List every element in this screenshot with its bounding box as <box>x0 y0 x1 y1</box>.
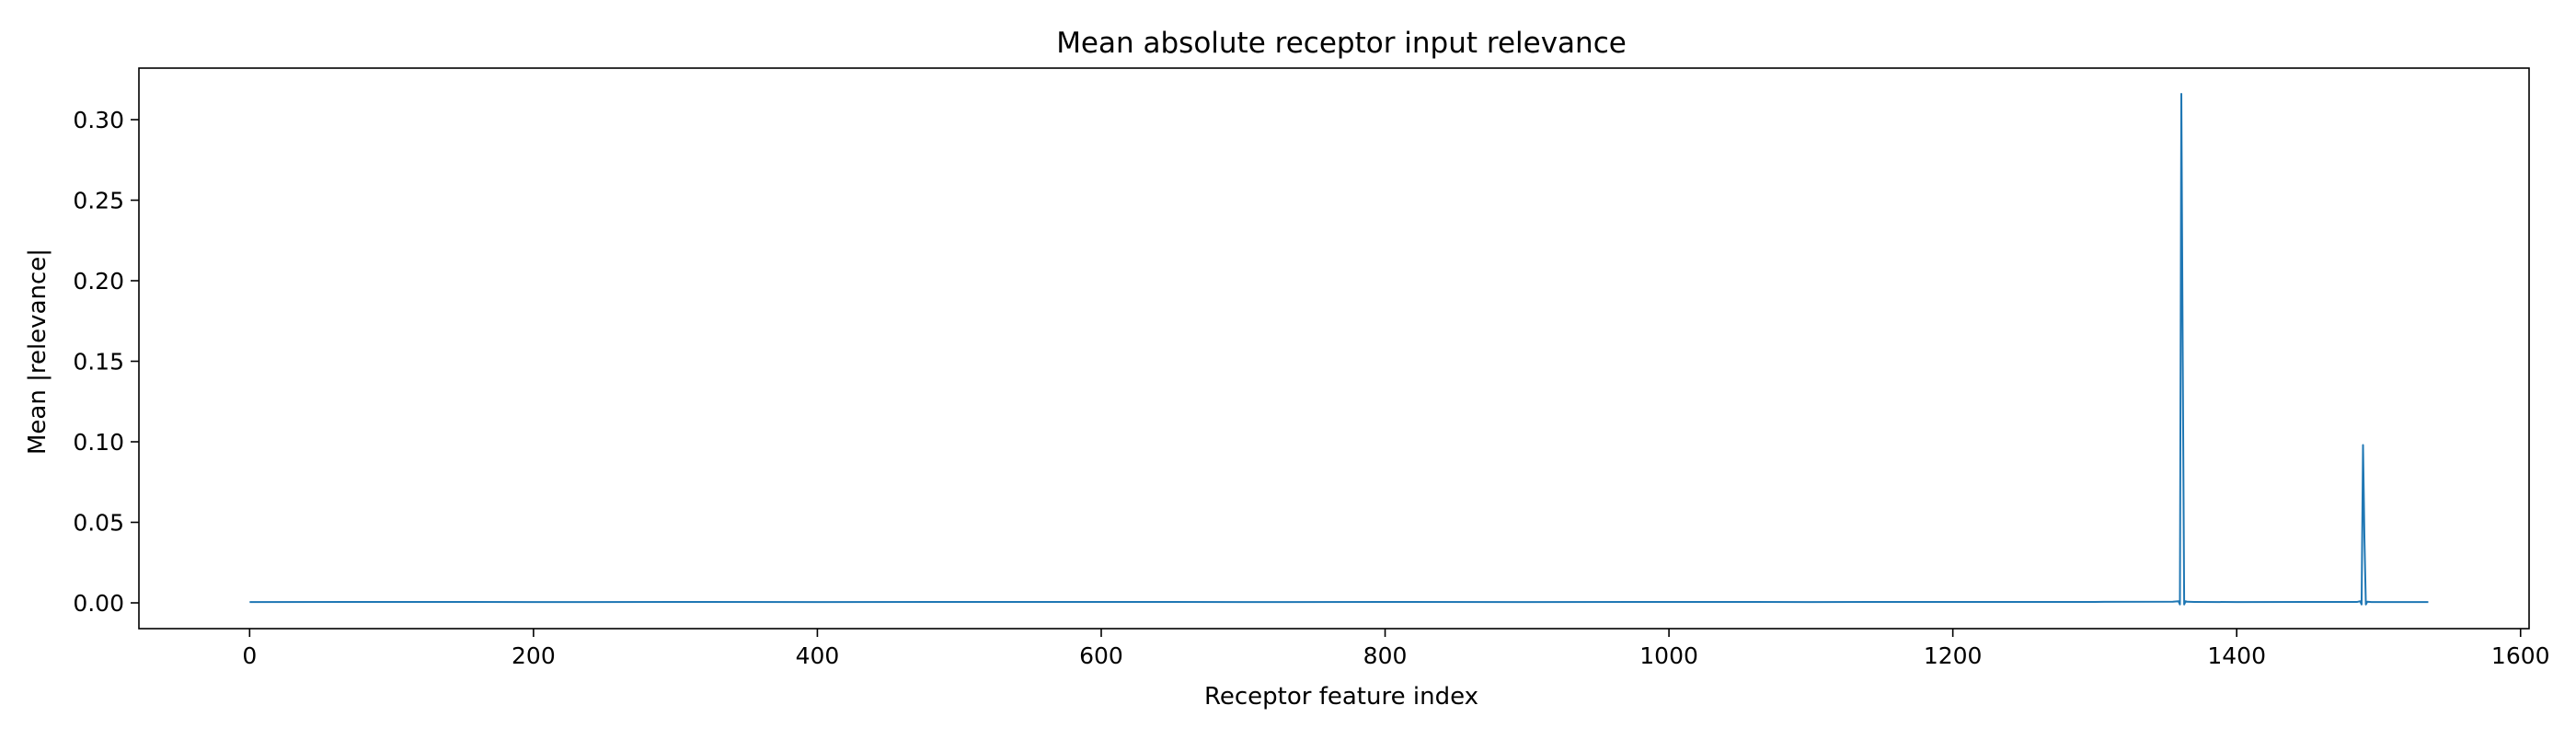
y-axis-label: Mean |relevance| <box>24 249 52 455</box>
x-tick-label: 1000 <box>1639 642 1698 669</box>
y-tick-label: 0.00 <box>73 590 124 617</box>
x-tick-label: 1600 <box>2491 642 2550 669</box>
x-tick-label: 400 <box>796 642 840 669</box>
y-tick-label: 0.15 <box>73 349 124 376</box>
chart-title: Mean absolute receptor input relevance <box>1056 27 1627 60</box>
x-tick-label: 800 <box>1363 642 1408 669</box>
y-tick-label: 0.20 <box>73 268 124 295</box>
x-tick-label: 1400 <box>2207 642 2266 669</box>
y-tick-label: 0.10 <box>73 429 124 456</box>
plot-area: 0 200 400 600 800 1000 1200 1400 1600 0.00 0.05 0.1… <box>73 67 2550 669</box>
y-tick-label: 0.30 <box>73 107 124 133</box>
y-tick-label: 0.25 <box>73 188 124 214</box>
x-axis-label: Receptor feature index <box>1204 683 1478 711</box>
y-tick-label: 0.05 <box>73 510 124 537</box>
axes-frame <box>138 67 2530 630</box>
x-tick-label: 200 <box>512 642 556 669</box>
x-tick-label: 600 <box>1079 642 1123 669</box>
x-tick-label: 0 <box>242 642 257 669</box>
series-line <box>249 93 2429 606</box>
x-tick-label: 1200 <box>1924 642 1983 669</box>
